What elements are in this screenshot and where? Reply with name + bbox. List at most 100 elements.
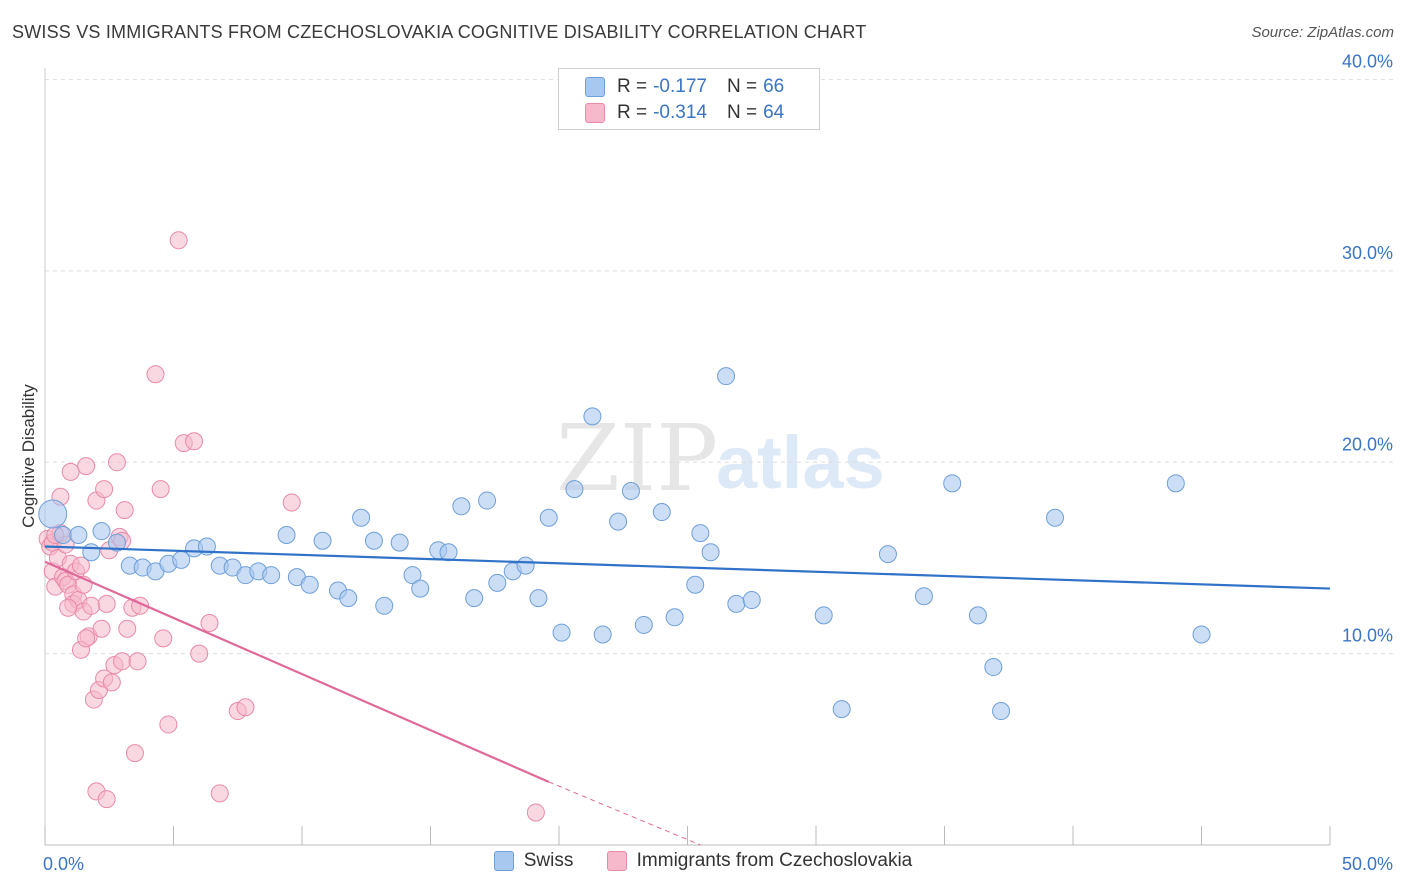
swiss-point (300, 575, 319, 594)
czech-point (77, 457, 96, 476)
stats-legend: R = -0.177 N = 66 R = -0.314 N = 64 (558, 68, 820, 130)
swiss-point (452, 497, 471, 516)
czech-point (185, 432, 204, 451)
swiss-point (552, 623, 571, 642)
swiss-point (339, 589, 358, 608)
stats-row-czech: R = -0.314 N = 64 (585, 100, 784, 126)
czech-point (97, 790, 116, 809)
czech-point (282, 493, 301, 512)
czech-point (210, 784, 229, 803)
legend-item-czech: Immigrants from Czechoslovakia (606, 850, 913, 872)
swiss-point (609, 512, 628, 531)
swiss-point (375, 596, 394, 615)
swiss-point (914, 587, 933, 606)
czech-n-value: 64 (763, 102, 785, 123)
swiss-point (992, 702, 1011, 721)
czech-trend-line (44, 560, 550, 783)
czech-r-label: R = (617, 102, 648, 123)
swiss-point (92, 522, 111, 541)
swiss-point (69, 526, 88, 544)
swiss-point (832, 700, 851, 719)
swiss-point (364, 531, 383, 550)
watermark: ZIP atlas (556, 405, 885, 512)
swiss-point (352, 508, 371, 527)
czech-point (97, 594, 116, 613)
swiss-point (968, 606, 987, 625)
czech-trend-extension (548, 781, 701, 846)
czech-point (200, 614, 219, 633)
swiss-point (665, 608, 684, 627)
swiss-swatch (585, 77, 605, 97)
czech-point (159, 715, 178, 734)
y-tick-label: 10.0% (1342, 626, 1393, 646)
trend-lines (44, 545, 1331, 846)
czech-point (95, 480, 114, 499)
swiss-point (488, 573, 507, 592)
swiss-point (478, 491, 497, 510)
swiss-point (262, 566, 281, 585)
swiss-point (516, 556, 535, 575)
swiss-n-value: 66 (763, 76, 785, 97)
swiss-point (1192, 625, 1211, 644)
czech-n-label: N = (726, 102, 758, 123)
swiss-point (652, 503, 671, 522)
y-tick-label: 20.0% (1342, 434, 1393, 454)
legend-swatch-czech (606, 851, 627, 871)
czech-point (169, 231, 188, 250)
swiss-point (465, 589, 484, 608)
swiss-point (878, 545, 897, 564)
swiss-point (1046, 508, 1065, 527)
swiss-point (539, 508, 558, 527)
czech-point (113, 652, 132, 671)
swiss-point (984, 658, 1003, 677)
swiss-point (1166, 474, 1185, 493)
czech-point (59, 598, 78, 617)
swiss-point (634, 615, 653, 634)
czech-point (190, 644, 209, 663)
y-axis-label: Cognitive Disability (19, 384, 38, 528)
czech-point (61, 462, 80, 481)
swiss-point (38, 499, 68, 529)
swiss-point (277, 526, 296, 544)
swiss-point (686, 575, 705, 594)
swiss-point (742, 591, 761, 610)
y-tick-labels: 10.0% 20.0% 30.0% 40.0% (1342, 52, 1393, 646)
legend-label-czech: Immigrants from Czechoslovakia (636, 850, 913, 871)
swiss-point (411, 579, 430, 598)
czech-point (82, 596, 101, 615)
x-tick-labels: 0.0% 50.0% (43, 854, 1393, 874)
swiss-n-label: N = (726, 76, 758, 97)
swiss-point (621, 481, 640, 500)
swiss-point (691, 524, 710, 543)
chart-title: SWISS VS IMMIGRANTS FROM CZECHOSLOVAKIA … (12, 22, 867, 42)
swiss-r-label: R = (617, 76, 648, 97)
swiss-point (943, 474, 962, 493)
swiss-point (701, 543, 720, 562)
swiss-point (403, 566, 422, 585)
czech-point (77, 629, 96, 648)
czech-point (526, 803, 545, 822)
swiss-point (53, 526, 72, 544)
czech-point (115, 501, 134, 520)
czech-point (154, 629, 173, 648)
swiss-point (565, 480, 584, 499)
swiss-trend-line (44, 545, 1331, 590)
czech-point (146, 365, 165, 384)
series-legend: Swiss Immigrants from Czechoslovakia (0, 850, 1406, 877)
czech-point (151, 480, 170, 499)
y-tick-label: 30.0% (1342, 243, 1393, 263)
czech-point (236, 698, 255, 717)
czech-r-value: -0.314 (653, 102, 707, 123)
swiss-point (107, 533, 126, 552)
czech-swatch (585, 103, 605, 123)
stats-row-swiss: R = -0.177 N = 66 (585, 74, 784, 100)
swiss-point (439, 543, 458, 562)
czech-point (92, 619, 111, 638)
swiss-point (82, 543, 101, 562)
swiss-point (727, 594, 746, 613)
swiss-point (313, 531, 332, 550)
x-tick-label-min: 0.0% (43, 854, 84, 874)
czech-point (125, 744, 144, 763)
legend-item-swiss: Swiss (493, 850, 573, 872)
axes (44, 68, 1331, 846)
